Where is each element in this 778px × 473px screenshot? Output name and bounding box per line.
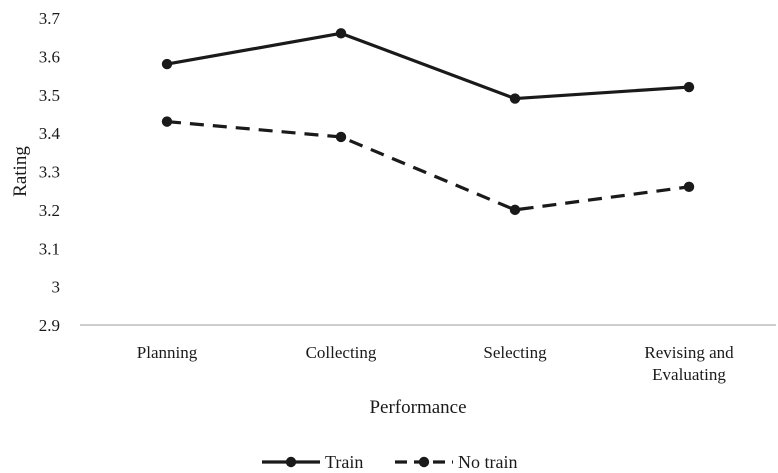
data-point [683,81,695,93]
x-category-label: Selecting [483,343,547,362]
x-category-label: Collecting [306,343,377,362]
y-tick-label: 3 [52,278,61,297]
legend: Train No train [262,452,517,472]
y-axis-title: Rating [10,146,31,197]
series-layer [161,28,695,216]
y-tick-label: 3.6 [39,47,60,66]
y-tick-label: 3.1 [39,239,60,258]
series-train [161,28,695,104]
data-point [161,116,173,127]
y-axis-ticks: 2.9 3 3.1 3.2 3.3 3.4 3.5 3.6 3.7 [39,9,61,335]
data-point [509,93,521,104]
x-category-label: Revising and Evaluating [644,343,734,384]
legend-item: No train [395,452,517,472]
y-tick-label: 3.3 [39,163,60,182]
series-line [166,31,690,101]
legend-marker [285,456,297,468]
x-category-label: Planning [137,343,198,362]
y-tick-label: 2.9 [39,316,60,335]
legend-label: No train [458,452,517,472]
legend-label: Train [325,452,363,472]
y-tick-label: 3.7 [39,9,61,28]
y-tick-label: 3.5 [39,86,60,105]
y-tick-label: 3.2 [39,201,60,220]
y-tick-label: 3.4 [39,124,61,143]
data-point [335,28,347,39]
series-no-train [161,116,695,216]
data-point [509,204,521,216]
data-point [335,131,347,143]
x-axis-title: Performance [369,397,466,418]
series-line [166,120,690,212]
legend-item: Train [262,452,363,472]
data-point [683,181,695,193]
x-axis-categories: Planning Collecting Selecting Revising and E… [137,343,734,384]
data-point [161,58,173,70]
legend-marker [418,456,430,468]
